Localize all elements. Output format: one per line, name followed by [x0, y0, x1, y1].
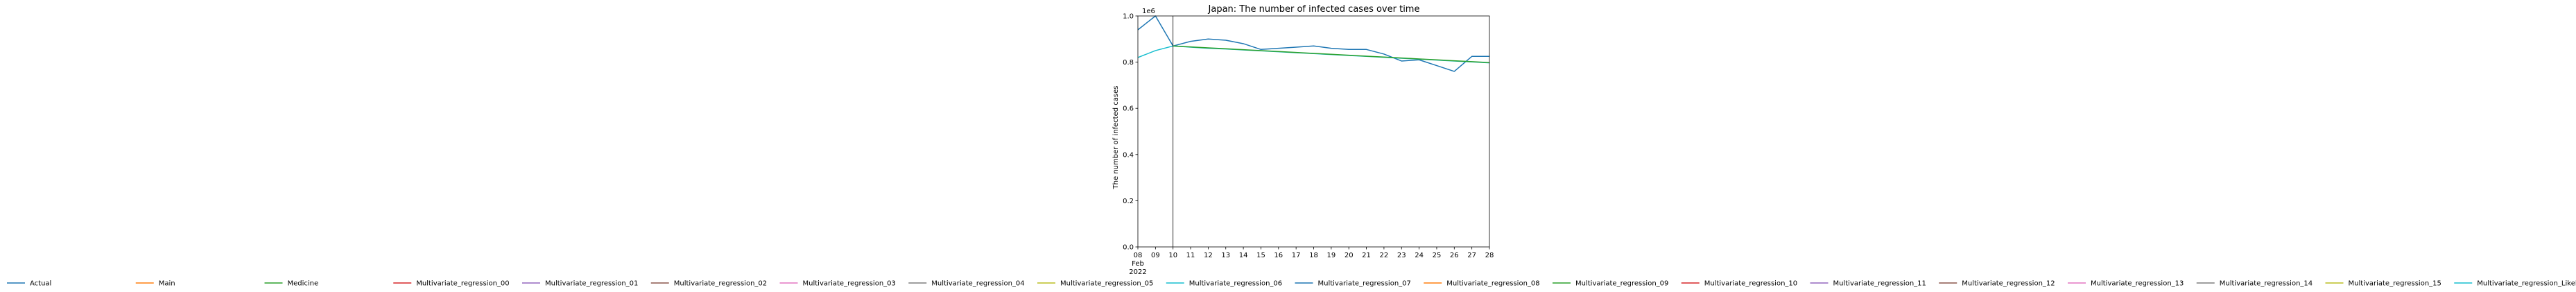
x-tick-label-9: 17 [1292, 252, 1301, 259]
x-tick-label-8: 16 [1274, 252, 1283, 259]
x-tick-label-3: 11 [1186, 252, 1195, 259]
x-tick-label-1: 09 [1151, 252, 1160, 259]
legend-label-0: Actual [30, 280, 51, 288]
x-tick-label-18: 26 [1450, 252, 1459, 259]
x-tick-label-2: 10 [1168, 252, 1177, 259]
legend: Actual Main Medicine Multivariate_regressio… [7, 280, 2576, 288]
legend-label-17: Multivariate_regression_14 [2220, 280, 2313, 288]
legend-label-1: Main [159, 280, 175, 288]
legend-label-16: Multivariate_regression_13 [2091, 280, 2184, 288]
legend-label-18: Multivariate_regression_15 [2349, 280, 2441, 288]
x-tick-label-10: 18 [1309, 252, 1318, 259]
series-line-2 [1173, 45, 1490, 64]
x-tick-label-16: 24 [1415, 252, 1424, 259]
y-tick-label-3: 0.6 [1123, 105, 1134, 113]
legend-label-10: Multivariate_regression_07 [1318, 280, 1411, 288]
legend-label-4: Multivariate_regression_01 [545, 280, 638, 288]
x-tick-label-4: 12 [1204, 252, 1213, 259]
y-tick-label-4: 0.8 [1123, 59, 1134, 67]
y-axis-label: The number of infected cases [1112, 86, 1120, 190]
x-tick-label-0: 08 [1134, 252, 1143, 259]
y-tick-label-1: 0.2 [1123, 198, 1134, 205]
x-tick-label-20: 28 [1485, 252, 1494, 259]
legend-label-14: Multivariate_regression_11 [1833, 280, 1926, 288]
legend-label-19: Multivariate_regression_Likely [2477, 280, 2576, 288]
x-tick-label-6: 14 [1239, 252, 1248, 259]
y-axis-scale-label: 1e6 [1142, 8, 1155, 15]
x-tick-label-5: 13 [1221, 252, 1230, 259]
y-tick-label-5: 1.0 [1123, 13, 1134, 21]
plot-frame [1137, 15, 1490, 248]
x-tick-label-17: 25 [1433, 252, 1442, 259]
plot-area: 0.0 0.2 0.4 0.6 0.8 1.0 08 09 10 11 12 13 14 15 16 17 18… [1123, 13, 1494, 277]
chart-title: Japan: The number of infected cases over… [1208, 4, 1420, 15]
x-tick-label-14: 22 [1380, 252, 1389, 259]
x-tick-label-13: 21 [1362, 252, 1371, 259]
legend-label-12: Multivariate_regression_09 [1575, 280, 1668, 288]
x-start-label-0: Feb [1132, 260, 1144, 268]
x-tick-label-19: 27 [1467, 252, 1476, 259]
legend-label-9: Multivariate_regression_06 [1189, 280, 1282, 288]
x-tick-label-7: 15 [1256, 252, 1265, 259]
x-start-label-1: 2022 [1129, 268, 1146, 276]
legend-label-8: Multivariate_regression_05 [1060, 280, 1153, 288]
y-tick-label-2: 0.4 [1123, 151, 1134, 159]
legend-label-13: Multivariate_regression_10 [1704, 280, 1797, 288]
x-tick-label-15: 23 [1397, 252, 1406, 259]
legend-label-6: Multivariate_regression_03 [803, 280, 896, 288]
legend-label-7: Multivariate_regression_04 [931, 280, 1024, 288]
legend-label-2: Medicine [288, 280, 319, 288]
x-tick-label-11: 19 [1326, 252, 1335, 259]
x-tick-label-12: 20 [1345, 252, 1354, 259]
legend-label-5: Multivariate_regression_02 [674, 280, 767, 288]
legend-label-3: Multivariate_regression_00 [416, 280, 509, 288]
y-tick-label-0: 0.0 [1123, 244, 1134, 252]
legend-label-15: Multivariate_regression_12 [1962, 280, 2055, 288]
legend-label-11: Multivariate_regression_08 [1446, 280, 1539, 288]
series-line-0 [1137, 15, 1489, 72]
